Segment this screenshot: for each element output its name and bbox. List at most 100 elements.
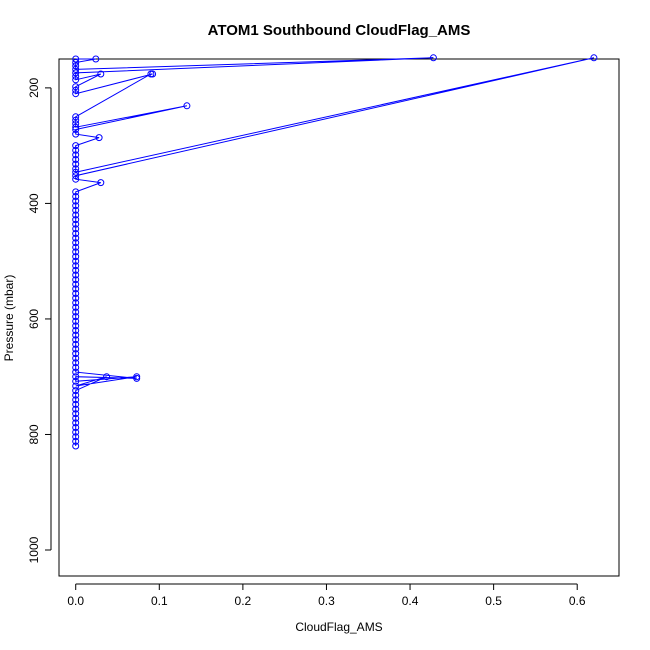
y-tick-label: 1000 <box>27 536 41 563</box>
data-point <box>72 313 80 321</box>
data-point <box>72 160 80 168</box>
data-point <box>72 350 80 358</box>
data-point <box>72 146 80 154</box>
y-axis-label: Pressure (mbar) <box>2 275 16 362</box>
data-point <box>97 179 105 187</box>
data-point <box>72 172 80 180</box>
data-point <box>72 387 80 395</box>
x-tick-label: 0.4 <box>402 594 419 608</box>
data-point <box>72 211 80 219</box>
y-axis: 200 400 600 800 1000 <box>27 78 52 563</box>
data-point <box>72 308 80 316</box>
data-point <box>133 374 141 382</box>
data-point <box>72 65 80 73</box>
data-point <box>72 368 80 376</box>
y-tick-label: 200 <box>27 78 41 98</box>
data-point <box>72 442 80 450</box>
data-point <box>72 142 80 150</box>
data-point <box>72 193 80 200</box>
x-axis: 0.0 0.1 0.2 0.3 0.4 0.5 0.6 <box>67 583 586 608</box>
data-point <box>72 257 80 265</box>
data-point <box>72 428 80 436</box>
data-point <box>97 70 105 78</box>
data-point <box>72 69 80 77</box>
data-point <box>72 290 80 297</box>
data-point <box>72 123 80 131</box>
y-tick-label: 600 <box>27 309 41 329</box>
data-point <box>72 202 80 210</box>
data-point <box>92 55 100 63</box>
x-tick-label: 0.2 <box>235 594 252 608</box>
data-point <box>72 59 80 66</box>
data-point <box>183 102 191 110</box>
x-axis-label: CloudFlag_AMS <box>295 620 382 634</box>
y-tick-label: 400 <box>27 193 41 213</box>
x-tick-label: 0.1 <box>151 594 168 608</box>
data-point <box>72 253 80 261</box>
data-point <box>429 54 437 62</box>
data-point <box>72 116 80 124</box>
data-point <box>72 294 80 302</box>
data-point <box>72 373 80 381</box>
series-lines <box>75 57 595 446</box>
series-line <box>75 57 595 446</box>
data-point <box>72 424 80 431</box>
data-point <box>72 156 80 163</box>
data-point <box>72 391 80 399</box>
data-point <box>72 322 80 330</box>
data-point <box>72 175 80 183</box>
data-point <box>72 280 80 288</box>
data-point <box>72 55 80 63</box>
plot-area-frame <box>58 58 620 577</box>
data-point <box>72 113 80 121</box>
series-points <box>72 54 598 450</box>
data-point <box>72 359 80 367</box>
data-point <box>72 419 80 427</box>
data-point <box>72 262 80 270</box>
data-point <box>72 188 80 196</box>
data-point <box>72 151 80 159</box>
x-tick-label: 0.3 <box>318 594 335 608</box>
data-point <box>72 230 80 237</box>
data-point <box>72 220 80 228</box>
data-point <box>103 373 111 381</box>
data-point <box>72 72 80 80</box>
data-point <box>72 364 80 371</box>
data-point <box>72 377 80 385</box>
data-point <box>72 86 80 94</box>
data-point <box>72 165 80 173</box>
data-point <box>72 382 80 390</box>
data-point <box>72 271 80 279</box>
data-point <box>72 354 80 362</box>
data-point <box>72 120 80 128</box>
data-point <box>72 433 80 441</box>
data-point <box>72 248 80 256</box>
x-tick-label: 0.0 <box>67 594 84 608</box>
data-point <box>72 234 80 242</box>
data-point <box>72 340 80 348</box>
data-point <box>72 216 80 224</box>
data-point <box>72 317 80 325</box>
data-point <box>72 336 80 344</box>
data-point <box>72 168 80 176</box>
data-point <box>72 327 80 334</box>
data-point <box>72 206 80 214</box>
data-point <box>72 266 80 274</box>
data-point <box>72 405 80 413</box>
data-point <box>72 285 80 293</box>
data-point <box>72 396 80 404</box>
data-point <box>72 331 80 339</box>
data-point <box>72 243 80 251</box>
data-point <box>149 70 157 78</box>
data-point <box>72 437 80 445</box>
data-point <box>590 54 598 62</box>
data-point <box>72 303 80 311</box>
data-point <box>72 225 80 233</box>
data-point <box>95 134 103 142</box>
data-point <box>72 299 80 307</box>
chart-title: ATOM1 Southbound CloudFlag_AMS <box>208 22 471 39</box>
data-point <box>72 62 80 70</box>
y-tick-label: 800 <box>27 424 41 444</box>
data-point <box>72 345 80 353</box>
